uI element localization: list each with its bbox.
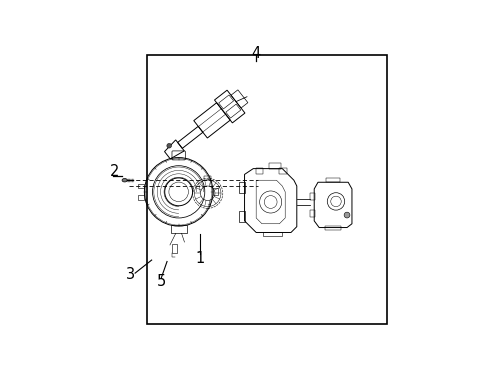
Text: 3: 3 [126,267,135,282]
Text: 1: 1 [195,251,205,266]
Bar [326,178,340,182]
Bar [239,211,245,222]
Text: 5: 5 [156,274,166,289]
Circle shape [167,143,171,148]
Bar [204,176,211,180]
Bar [256,168,264,175]
Bar [170,225,187,233]
Ellipse shape [122,178,127,182]
Text: 2: 2 [110,164,120,179]
Bar [269,163,281,169]
Circle shape [344,212,350,218]
Bar [311,193,315,200]
Bar [311,210,315,216]
Bar [172,244,177,253]
Bar [138,184,144,188]
Bar [325,226,341,230]
Bar [264,231,282,236]
Bar [279,168,287,175]
Text: 4: 4 [252,46,261,61]
Bar [239,182,245,193]
Bar [138,195,144,200]
Bar [147,55,386,324]
Bar [213,188,218,195]
